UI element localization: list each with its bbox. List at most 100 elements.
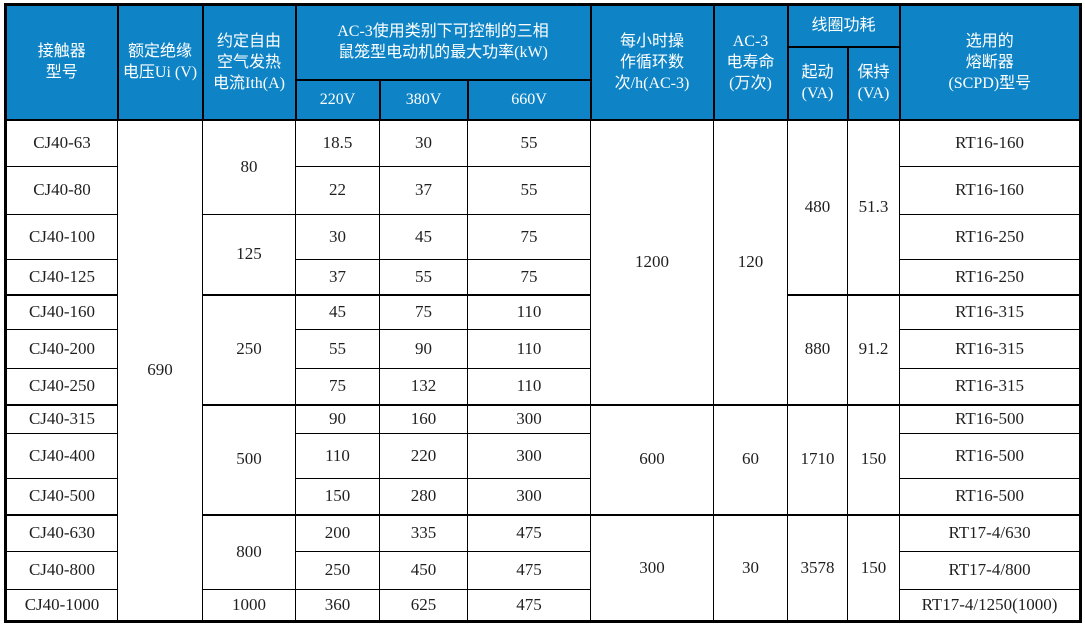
table-row: CJ40-500 150 280 300 RT16-500 xyxy=(5,478,1082,515)
header-coil-hold: 保持 (VA) xyxy=(846,45,901,121)
cell-p660: 300 xyxy=(466,433,592,479)
cell-model: CJ40-400 xyxy=(5,433,118,479)
cell-coil-start: 1710 xyxy=(787,403,849,515)
table-row: CJ40-250 75 132 110 RT16-315 xyxy=(5,368,1082,405)
cell-model: CJ40-125 xyxy=(5,259,118,295)
cell-p660: 475 xyxy=(466,551,592,590)
cell-p220: 22 xyxy=(295,166,380,215)
cell-model: CJ40-500 xyxy=(5,478,118,515)
cell-model: CJ40-800 xyxy=(5,551,118,590)
cell-ui: 690 xyxy=(117,119,203,622)
header-thermal-current: 约定自由 空气发热 电流Ith(A) xyxy=(201,3,297,121)
cell-p380: 37 xyxy=(379,166,468,215)
cell-life: 30 xyxy=(713,513,789,622)
cell-p660: 55 xyxy=(466,119,592,167)
table-row: CJ40-400 110 220 300 RT16-500 xyxy=(5,433,1082,479)
header-insulation-voltage: 额定绝缘 电压Ui (V) xyxy=(116,3,204,121)
cell-p220: 90 xyxy=(295,403,380,434)
cell-fuse: RT16-250 xyxy=(899,259,1082,295)
cell-p660: 110 xyxy=(466,329,592,369)
table-row: CJ40-160 250 45 75 110 880 91.2 RT16-315 xyxy=(5,293,1082,405)
cell-fuse: RT16-160 xyxy=(899,119,1082,167)
cell-p380: 220 xyxy=(379,433,468,479)
cell-p220: 150 xyxy=(295,478,380,515)
cell-model: CJ40-100 xyxy=(5,214,118,260)
cell-fuse: RT16-500 xyxy=(899,403,1082,434)
cell-life: 60 xyxy=(713,403,789,515)
cell-p380: 132 xyxy=(379,368,468,405)
cell-coil-hold: 91.2 xyxy=(847,293,901,405)
cell-p220: 18.5 xyxy=(295,119,380,167)
table-row: CJ40-800 250 450 475 RT17-4/800 xyxy=(5,551,1082,590)
cell-p380: 625 xyxy=(379,589,468,622)
cell-p380: 55 xyxy=(379,259,468,295)
cell-p380: 90 xyxy=(379,329,468,369)
cell-p660: 75 xyxy=(466,214,592,260)
cell-p380: 45 xyxy=(379,214,468,260)
cell-model: CJ40-630 xyxy=(5,513,118,552)
cell-coil-hold: 150 xyxy=(847,403,901,515)
cell-fuse: RT16-250 xyxy=(899,214,1082,260)
table-row: CJ40-1000 1000 360 625 475 RT17-4/1250(1000) xyxy=(5,589,1082,622)
cell-ith: 1000 xyxy=(202,589,296,622)
table-row: CJ40-315 500 90 160 300 600 60 1710 150 RT16-500 xyxy=(5,403,1082,515)
cell-fuse: RT17-4/1250(1000) xyxy=(899,589,1082,622)
cell-ith: 800 xyxy=(202,513,296,590)
cell-p220: 55 xyxy=(295,329,380,369)
header-power-group: AC-3使用类别下可控制的三相 鼠笼型电动机的最大功率(kW) xyxy=(294,3,592,81)
header-660v: 660V xyxy=(466,78,592,121)
header-cycles-per-hour: 每小时操 作循环数 次/h(AC-3) xyxy=(589,3,715,121)
cell-model: CJ40-80 xyxy=(5,166,118,215)
header-model: 接触器 型号 xyxy=(4,3,119,121)
cell-fuse: RT16-500 xyxy=(899,433,1082,479)
header-220v: 220V xyxy=(294,78,381,121)
cell-model: CJ40-1000 xyxy=(5,589,118,622)
cell-p220: 30 xyxy=(295,214,380,260)
cell-cycles: 300 xyxy=(590,513,715,622)
cell-fuse: RT17-4/630 xyxy=(899,513,1082,552)
cell-p660: 475 xyxy=(466,513,592,552)
cell-p220: 45 xyxy=(295,293,380,330)
table-row: CJ40-200 55 90 110 RT16-315 xyxy=(5,329,1082,369)
cell-p220: 250 xyxy=(295,551,380,590)
header-coil-consumption-group: 线圈功耗 xyxy=(786,3,901,48)
header-fuse-model: 选用的 熔断器 (SCPD)型号 xyxy=(898,3,1082,121)
cell-model: CJ40-315 xyxy=(5,403,118,434)
cell-p220: 110 xyxy=(295,433,380,479)
cell-cycles: 1200 xyxy=(590,119,715,405)
cell-life: 120 xyxy=(713,119,789,405)
spec-table-body: CJ40-63 690 80 18.5 30 55 1200 120 480 51.3 RT16-1… xyxy=(5,119,1082,622)
cell-fuse: RT16-315 xyxy=(899,329,1082,369)
cell-fuse: RT16-160 xyxy=(899,166,1082,215)
cell-p660: 55 xyxy=(466,166,592,215)
table-row: CJ40-630 800 200 335 475 300 30 3578 150 RT17-4/6… xyxy=(5,513,1082,622)
cell-ith: 500 xyxy=(202,403,296,515)
cell-fuse: RT16-500 xyxy=(899,478,1082,515)
cell-p220: 37 xyxy=(295,259,380,295)
table-row: CJ40-63 690 80 18.5 30 55 1200 120 480 51.3 RT16-1… xyxy=(5,119,1082,622)
contactor-spec-table: 接触器 型号 额定绝缘 电压Ui (V) 约定自由 空气发热 电流Ith(A) … xyxy=(4,3,1083,623)
cell-ith: 250 xyxy=(202,293,296,405)
cell-fuse: RT17-4/800 xyxy=(899,551,1082,590)
cell-p380: 30 xyxy=(379,119,468,167)
cell-p380: 335 xyxy=(379,513,468,552)
header-electrical-life: AC-3 电寿命 (万次) xyxy=(712,3,789,121)
cell-ith: 80 xyxy=(202,119,296,215)
cell-p660: 300 xyxy=(466,403,592,434)
cell-p220: 75 xyxy=(295,368,380,405)
cell-p660: 110 xyxy=(466,368,592,405)
cell-coil-start: 880 xyxy=(787,293,849,405)
cell-model: CJ40-160 xyxy=(5,293,118,330)
cell-p380: 160 xyxy=(379,403,468,434)
table-row: CJ40-80 22 37 55 RT16-160 xyxy=(5,166,1082,215)
cell-ith: 125 xyxy=(202,214,296,295)
cell-p380: 450 xyxy=(379,551,468,590)
cell-p660: 110 xyxy=(466,293,592,330)
cell-model: CJ40-200 xyxy=(5,329,118,369)
table-row: CJ40-125 37 55 75 RT16-250 xyxy=(5,259,1082,295)
cell-p220: 360 xyxy=(295,589,380,622)
header-coil-start: 起动 (VA) xyxy=(786,45,849,121)
cell-coil-start: 3578 xyxy=(787,513,849,622)
cell-p660: 475 xyxy=(466,589,592,622)
